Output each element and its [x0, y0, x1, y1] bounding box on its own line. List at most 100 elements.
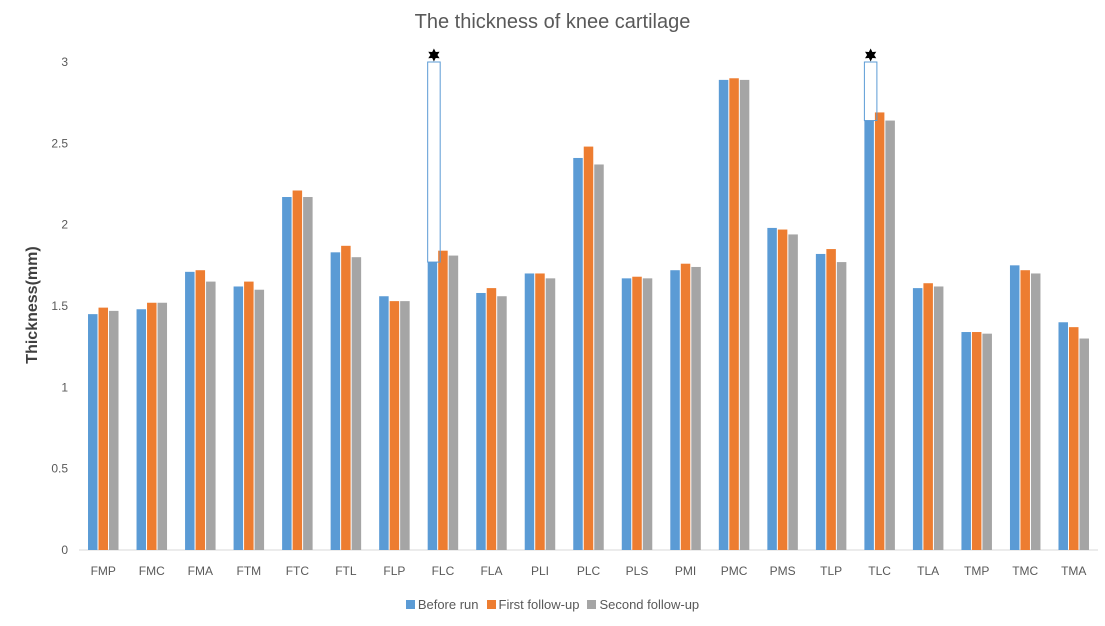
bar	[621, 278, 632, 550]
bar	[185, 271, 195, 550]
legend-label: Second follow-up	[599, 597, 700, 612]
bar	[400, 301, 410, 550]
x-tick-label: FMA	[188, 564, 213, 578]
bar	[233, 286, 244, 550]
bar	[195, 270, 206, 550]
y-tick-label: 1	[61, 380, 68, 394]
bar	[448, 255, 459, 550]
bar	[971, 332, 982, 550]
y-tick-label: 2.5	[51, 136, 68, 150]
chart-title: The thickness of knee cartilage	[414, 11, 691, 33]
bar	[912, 288, 923, 550]
bar	[982, 333, 992, 550]
bar	[961, 332, 971, 550]
x-tick-label: FTM	[237, 564, 262, 578]
annotation-box	[427, 61, 441, 263]
bar	[351, 257, 362, 550]
bar	[718, 79, 729, 550]
bar	[427, 262, 438, 550]
legend-label: Before run	[417, 597, 479, 612]
y-tick-label: 2	[61, 218, 68, 232]
star-icon	[428, 48, 440, 62]
bar	[147, 302, 157, 550]
bar	[545, 278, 556, 550]
bar	[497, 296, 507, 550]
bar	[739, 79, 750, 550]
bar	[206, 281, 216, 550]
bar	[157, 302, 168, 550]
legend: Before run First follow-up Second follow-u…	[0, 597, 1105, 612]
x-tick-label: TLA	[917, 564, 939, 578]
x-tick-label: PLC	[577, 564, 601, 578]
x-tick-label: FLP	[383, 564, 405, 578]
bar	[642, 278, 653, 550]
bar	[583, 146, 594, 550]
y-tick-label: 0	[61, 543, 68, 557]
bar	[1030, 273, 1041, 550]
bar	[594, 164, 604, 551]
bar	[923, 283, 933, 550]
x-tick-label: PMC	[721, 564, 748, 578]
x-tick-label: FLA	[480, 564, 502, 578]
x-tick-label: FTC	[286, 564, 310, 578]
bar	[379, 296, 389, 550]
legend-swatch	[405, 600, 415, 609]
x-tick-label: TLP	[820, 564, 842, 578]
bar	[729, 78, 739, 551]
bar	[524, 273, 535, 550]
bar	[438, 250, 448, 550]
bar	[826, 249, 836, 551]
bar	[535, 273, 545, 550]
bar	[885, 120, 895, 550]
bar	[864, 120, 874, 550]
legend-item: First follow-up	[486, 597, 580, 612]
y-tick-label: 0.5	[51, 462, 68, 476]
bar	[136, 309, 147, 550]
y-tick-label: 3	[61, 55, 68, 69]
bar	[88, 314, 98, 550]
annotation-box	[863, 61, 878, 122]
bar	[815, 253, 826, 551]
bar	[1079, 338, 1089, 550]
bar	[486, 288, 497, 550]
bar	[292, 190, 303, 551]
bar	[933, 286, 944, 550]
bar	[680, 263, 691, 550]
bar	[244, 281, 254, 550]
bar	[777, 229, 788, 550]
bar	[1009, 265, 1020, 550]
bar	[874, 112, 885, 550]
bar	[98, 307, 109, 550]
legend-item: Second follow-up	[587, 597, 699, 612]
bar	[632, 276, 642, 550]
bar	[341, 245, 351, 550]
star-icon	[865, 48, 877, 62]
x-tick-label: PLS	[626, 564, 649, 578]
bar	[303, 197, 313, 550]
x-tick-label: FMP	[91, 564, 116, 578]
bar	[573, 157, 583, 550]
x-tick-label: FMC	[139, 564, 165, 578]
x-tick-label: TMA	[1061, 564, 1086, 578]
bar	[254, 289, 265, 550]
x-tick-label: TMP	[964, 564, 989, 578]
x-tick-label: PMI	[675, 564, 696, 578]
bar	[389, 301, 400, 550]
bar	[767, 227, 777, 551]
legend-swatch	[587, 600, 597, 609]
bar	[691, 266, 701, 550]
bar	[836, 262, 847, 550]
x-tick-label: PLI	[531, 564, 549, 578]
legend-label: First follow-up	[498, 597, 580, 612]
bar	[330, 252, 341, 550]
bar	[1068, 327, 1079, 550]
x-tick-label: FTL	[335, 564, 357, 578]
bar	[109, 310, 119, 550]
bar	[1020, 270, 1030, 550]
x-tick-label: PMS	[770, 564, 796, 578]
bar	[788, 234, 798, 550]
bar	[476, 292, 486, 550]
x-tick-label: TLC	[868, 564, 891, 578]
